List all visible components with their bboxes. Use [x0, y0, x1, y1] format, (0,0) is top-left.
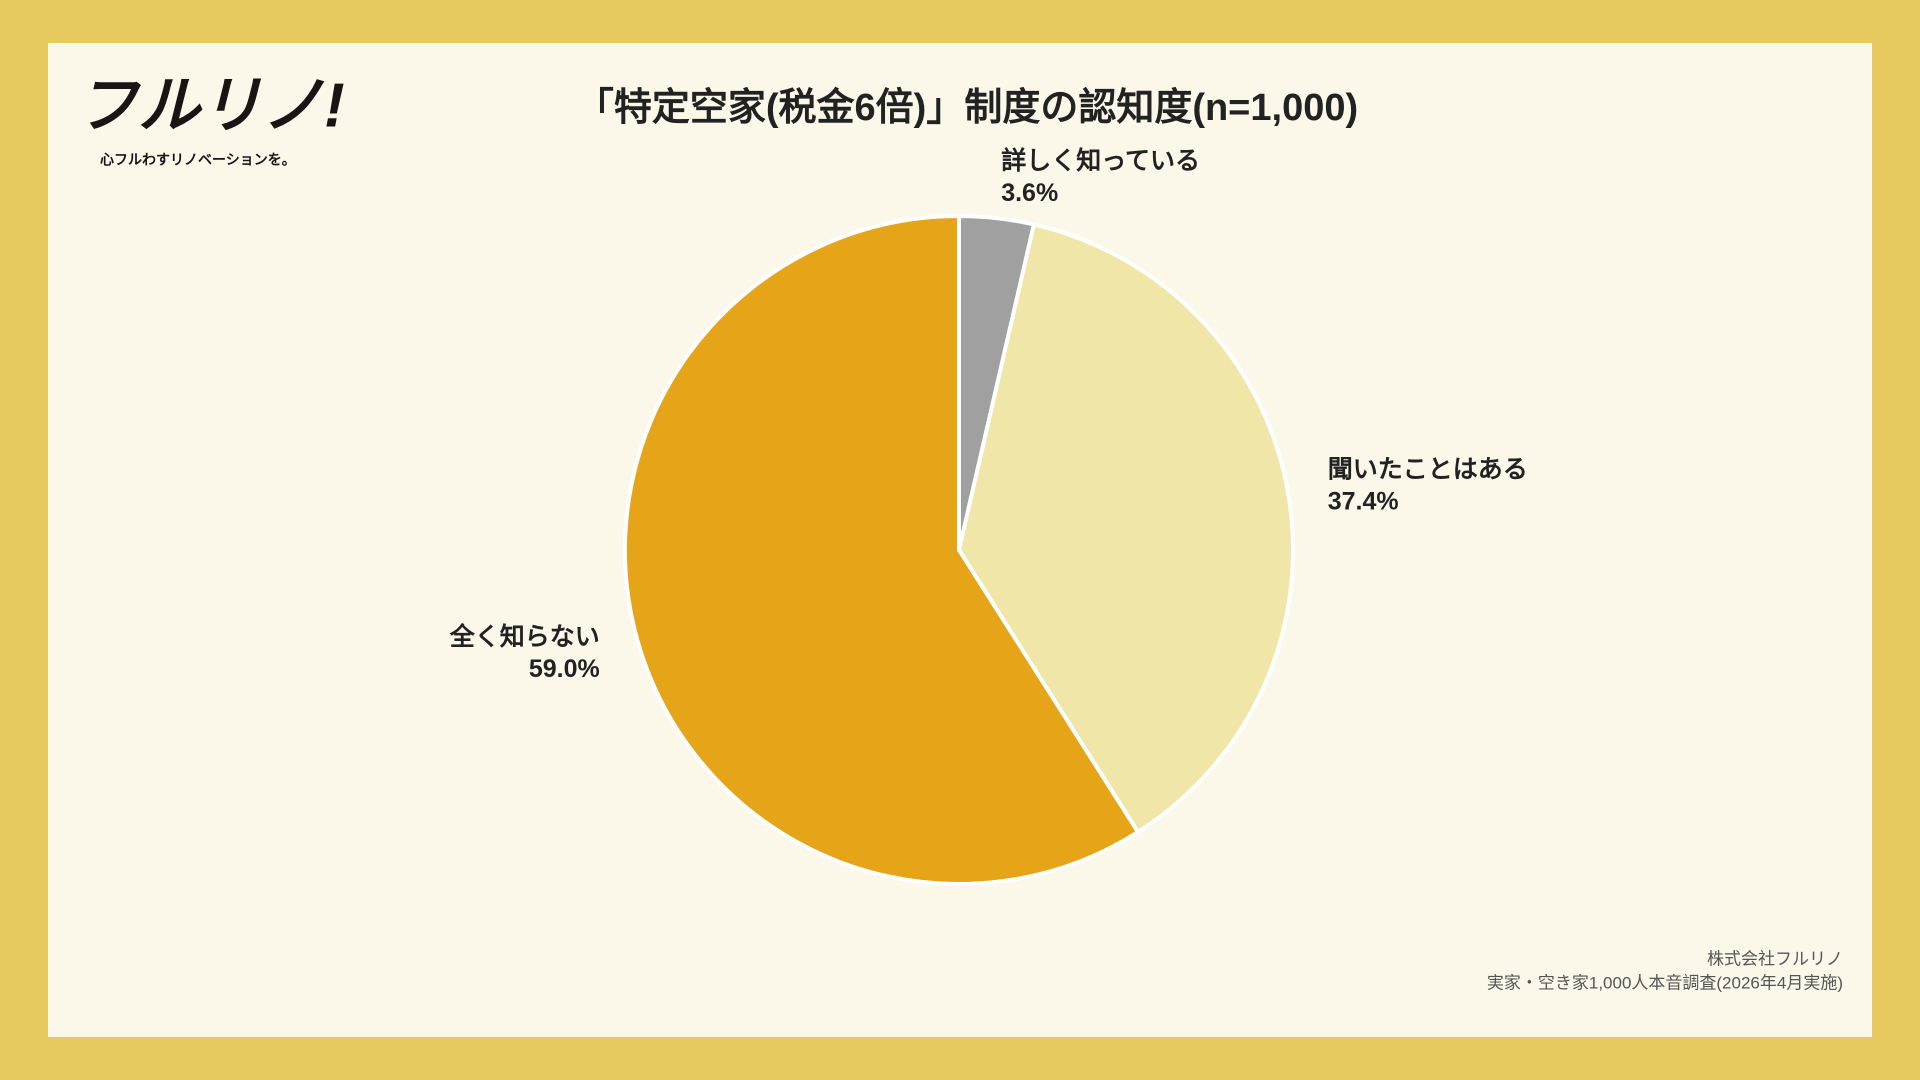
footer-company: 株式会社フルリノ	[1707, 949, 1843, 968]
slice-label: 聞いたことはある	[1328, 455, 1528, 483]
tagline: 心フルわすリノベーションを。	[100, 152, 296, 168]
slice-label: 全く知らない	[449, 622, 600, 651]
pie-slice	[623, 213, 1141, 886]
slice-label: 詳しく知っている	[1001, 146, 1200, 175]
value-label: 59.0%	[529, 655, 600, 683]
footer-source: 実家・空き家1,000人本音調査(2026年4月実施)	[1487, 973, 1843, 992]
value-label: 3.6%	[1001, 179, 1058, 207]
value-label: 37.4%	[1328, 487, 1399, 515]
logo: フルリノ!	[76, 71, 345, 140]
chart-title: 「特定空家(税金6倍)」制度の認知度(n=1,000)	[576, 86, 1358, 129]
